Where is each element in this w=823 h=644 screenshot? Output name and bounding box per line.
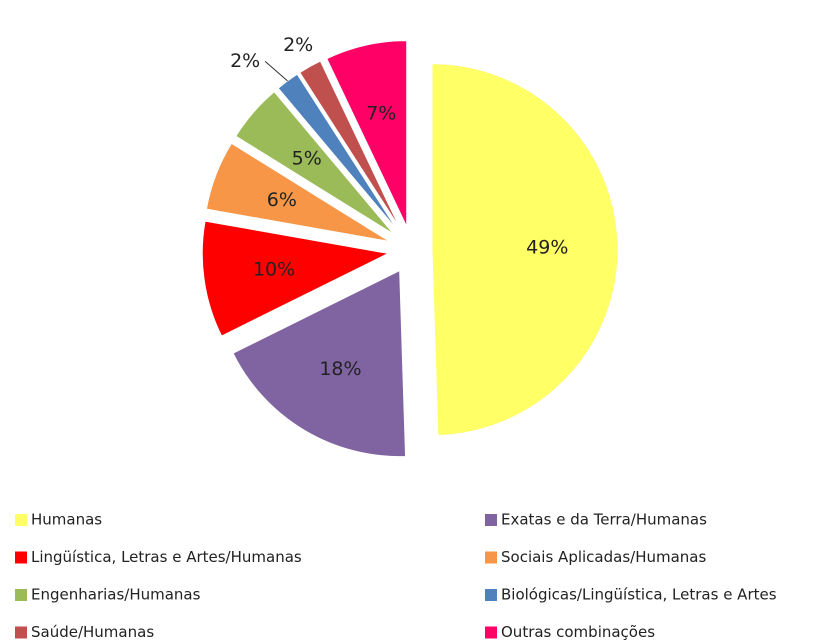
pie-slice [277,73,399,231]
legend-label: Humanas [31,511,102,529]
data-label: 7% [366,103,396,125]
pie-slice [299,60,401,230]
legend-swatch [15,551,27,564]
legend-label: Outras combinações [501,623,655,641]
pie-slice [431,63,619,437]
pie-slice [205,142,390,242]
legend-swatch [485,514,497,526]
legend-swatch [15,626,27,639]
data-label: 6% [267,189,297,211]
legend-label: Lingüística, Letras e Artes/Humanas [31,548,302,566]
data-label: 49% [526,236,568,258]
pie-slice [235,91,395,235]
data-label: 18% [319,358,361,380]
data-label: 5% [292,147,322,169]
legend-swatch [485,626,497,639]
legend-swatch [485,589,497,601]
data-label: 10% [253,258,295,280]
legend-label: Sociais Aplicadas/Humanas [501,548,706,566]
legend-label: Exatas e da Terra/Humanas [501,511,707,529]
data-label: 2% [283,34,313,56]
legend-swatch [15,514,27,526]
data-label: 2% [230,50,260,72]
legend-label: Biológicas/Lingüística, Letras e Artes [501,586,777,604]
legend-label: Engenharias/Humanas [31,586,201,604]
pie-slice [201,220,390,337]
pie-slice [232,269,407,458]
pie-slice [326,40,408,227]
legend-swatch [485,551,497,564]
legend-label: Saúde/Humanas [31,623,154,641]
leader-line [264,61,288,82]
legend-swatch [15,589,27,601]
